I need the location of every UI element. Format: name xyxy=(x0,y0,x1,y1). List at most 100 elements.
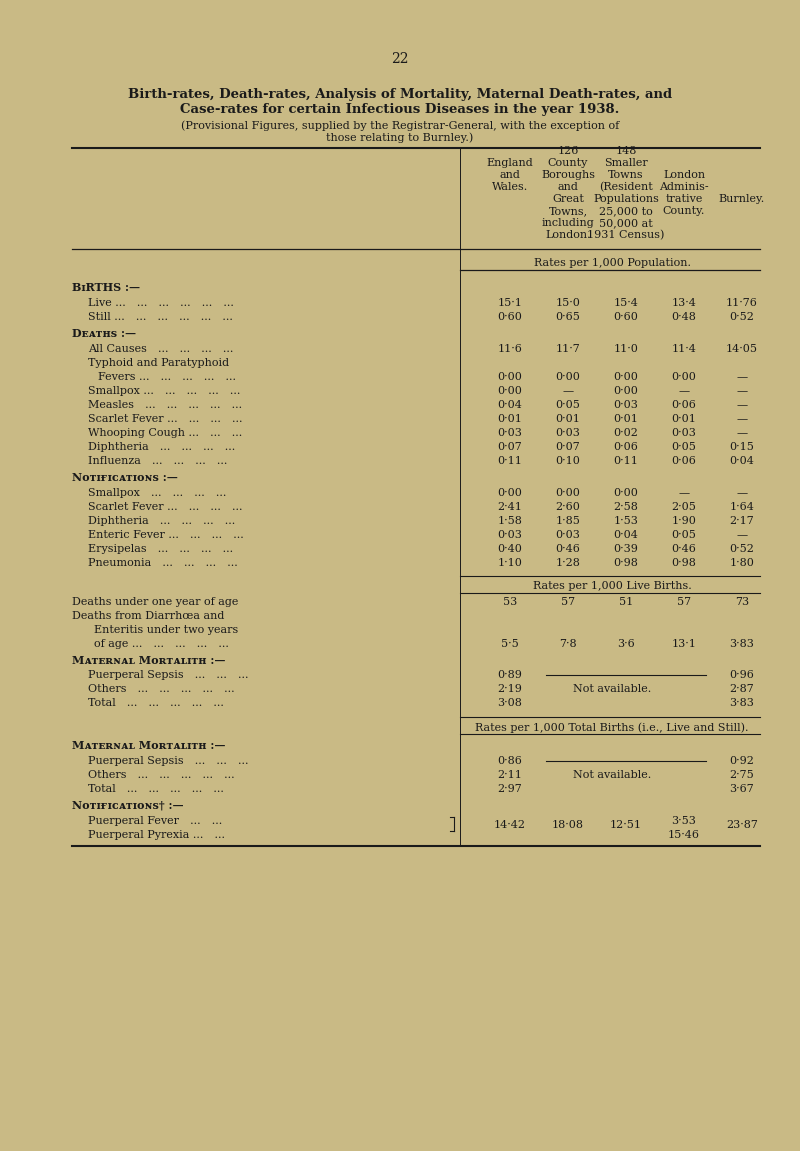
Text: 18·08: 18·08 xyxy=(552,820,584,830)
Text: 0·00: 0·00 xyxy=(614,488,638,498)
Text: Mᴀᴛᴇʀɴᴀʟ Mᴏʀᴛᴀʟɪᴛʜ :—: Mᴀᴛᴇʀɴᴀʟ Mᴏʀᴛᴀʟɪᴛʜ :— xyxy=(72,740,226,750)
Text: Towns: Towns xyxy=(608,170,644,180)
Text: Adminis-: Adminis- xyxy=(659,182,709,192)
Text: Towns,: Towns, xyxy=(549,206,587,216)
Text: 15·46: 15·46 xyxy=(668,830,700,840)
Text: 5·5: 5·5 xyxy=(501,639,519,649)
Text: (Provisional Figures, supplied by the Registrar-General, with the exception of: (Provisional Figures, supplied by the Re… xyxy=(181,120,619,130)
Text: Birth-rates, Death-rates, Analysis of Mortality, Maternal Death-rates, and: Birth-rates, Death-rates, Analysis of Mo… xyxy=(128,87,672,101)
Text: Measles ... ... ... ... ...: Measles ... ... ... ... ... xyxy=(88,401,242,410)
Text: 0·05: 0·05 xyxy=(555,401,581,410)
Text: Deaths from Diarrhœa and: Deaths from Diarrhœa and xyxy=(72,611,224,622)
Text: 1931 Census): 1931 Census) xyxy=(587,230,665,241)
Text: Fevers ... ... ... ... ...: Fevers ... ... ... ... ... xyxy=(98,372,236,382)
Text: Rates per 1,000 Total Births (i.e., Live and Still).: Rates per 1,000 Total Births (i.e., Live… xyxy=(475,722,749,732)
Text: Case-rates for certain Infectious Diseases in the year 1938.: Case-rates for certain Infectious Diseas… xyxy=(180,102,620,116)
Text: Puerperal Pyrexia ... ...: Puerperal Pyrexia ... ... xyxy=(88,830,225,840)
Text: 0·39: 0·39 xyxy=(614,544,638,554)
Text: 0·06: 0·06 xyxy=(614,442,638,452)
Text: Smallpox ... ... ... ... ...: Smallpox ... ... ... ... ... xyxy=(88,386,240,396)
Text: 0·03: 0·03 xyxy=(498,428,522,439)
Text: 0·07: 0·07 xyxy=(498,442,522,452)
Text: 3·83: 3·83 xyxy=(730,698,754,708)
Text: 15·0: 15·0 xyxy=(555,298,581,308)
Text: 0·00: 0·00 xyxy=(614,386,638,396)
Text: 0·03: 0·03 xyxy=(614,401,638,410)
Text: 0·03: 0·03 xyxy=(555,529,581,540)
Text: London: London xyxy=(663,170,705,180)
Text: Others ... ... ... ... ...: Others ... ... ... ... ... xyxy=(88,684,234,694)
Text: 2·05: 2·05 xyxy=(671,502,697,512)
Text: 0·05: 0·05 xyxy=(671,442,697,452)
Text: 57: 57 xyxy=(677,597,691,607)
Text: 0·89: 0·89 xyxy=(498,670,522,680)
Text: Whooping Cough ... ... ...: Whooping Cough ... ... ... xyxy=(88,428,242,439)
Text: 3·6: 3·6 xyxy=(617,639,635,649)
Text: 2·41: 2·41 xyxy=(498,502,522,512)
Text: 14·42: 14·42 xyxy=(494,820,526,830)
Text: Not available.: Not available. xyxy=(573,684,651,694)
Text: 13·4: 13·4 xyxy=(671,298,697,308)
Text: Influenza ... ... ... ...: Influenza ... ... ... ... xyxy=(88,456,227,466)
Text: 0·05: 0·05 xyxy=(671,529,697,540)
Text: 0·65: 0·65 xyxy=(555,312,581,322)
Text: 1·53: 1·53 xyxy=(614,516,638,526)
Text: 1·85: 1·85 xyxy=(555,516,581,526)
Text: —: — xyxy=(737,488,747,498)
Text: Puerperal Sepsis ... ... ...: Puerperal Sepsis ... ... ... xyxy=(88,756,249,767)
Text: and: and xyxy=(499,170,521,180)
Text: 3·67: 3·67 xyxy=(730,784,754,794)
Text: 0·15: 0·15 xyxy=(730,442,754,452)
Text: 2·87: 2·87 xyxy=(730,684,754,694)
Text: 0·86: 0·86 xyxy=(498,756,522,767)
Text: 0·92: 0·92 xyxy=(730,756,754,767)
Text: All Causes ... ... ... ...: All Causes ... ... ... ... xyxy=(88,344,234,355)
Text: Enteritis under two years: Enteritis under two years xyxy=(94,625,238,635)
Text: 0·02: 0·02 xyxy=(614,428,638,439)
Text: Scarlet Fever ... ... ... ...: Scarlet Fever ... ... ... ... xyxy=(88,414,242,424)
Text: Rates per 1,000 Population.: Rates per 1,000 Population. xyxy=(534,258,690,268)
Text: 11·7: 11·7 xyxy=(556,344,580,355)
Text: Diphtheria ... ... ... ...: Diphtheria ... ... ... ... xyxy=(88,442,235,452)
Text: Puerperal Fever ... ...: Puerperal Fever ... ... xyxy=(88,816,222,826)
Text: 3·53: 3·53 xyxy=(671,816,697,826)
Text: 0·00: 0·00 xyxy=(614,372,638,382)
Text: 12·51: 12·51 xyxy=(610,820,642,830)
Text: London.: London. xyxy=(545,230,591,241)
Text: 0·52: 0·52 xyxy=(730,312,754,322)
Text: 2·75: 2·75 xyxy=(730,770,754,780)
Text: —: — xyxy=(737,529,747,540)
Text: 57: 57 xyxy=(561,597,575,607)
Text: County.: County. xyxy=(663,206,705,216)
Text: Nᴏᴛɪғɪᴄᴀᴛɪᴏɴѕ :—: Nᴏᴛɪғɪᴄᴀᴛɪᴏɴѕ :— xyxy=(72,472,178,483)
Text: 0·01: 0·01 xyxy=(614,414,638,424)
Text: 7·8: 7·8 xyxy=(559,639,577,649)
Text: 0·60: 0·60 xyxy=(614,312,638,322)
Text: BɪRTHS :—: BɪRTHS :— xyxy=(72,282,140,294)
Text: 0·11: 0·11 xyxy=(498,456,522,466)
Text: Wales.: Wales. xyxy=(492,182,528,192)
Text: 148: 148 xyxy=(615,146,637,157)
Text: 0·01: 0·01 xyxy=(671,414,697,424)
Text: 0·04: 0·04 xyxy=(498,401,522,410)
Text: 1·58: 1·58 xyxy=(498,516,522,526)
Text: Pneumonia ... ... ... ...: Pneumonia ... ... ... ... xyxy=(88,558,238,567)
Text: 0·96: 0·96 xyxy=(730,670,754,680)
Text: 0·00: 0·00 xyxy=(498,372,522,382)
Text: Smallpox ... ... ... ...: Smallpox ... ... ... ... xyxy=(88,488,226,498)
Text: 0·06: 0·06 xyxy=(671,456,697,466)
Text: 0·46: 0·46 xyxy=(555,544,581,554)
Text: 50,000 at: 50,000 at xyxy=(599,218,653,228)
Text: —: — xyxy=(737,414,747,424)
Text: 0·07: 0·07 xyxy=(556,442,580,452)
Text: 1·10: 1·10 xyxy=(498,558,522,567)
Text: and: and xyxy=(558,182,578,192)
Text: 0·04: 0·04 xyxy=(730,456,754,466)
Text: —: — xyxy=(737,372,747,382)
Text: 15·1: 15·1 xyxy=(498,298,522,308)
Text: Deaths under one year of age: Deaths under one year of age xyxy=(72,597,238,607)
Text: those relating to Burnley.): those relating to Burnley.) xyxy=(326,132,474,143)
Text: (Resident: (Resident xyxy=(599,182,653,192)
Text: 14·05: 14·05 xyxy=(726,344,758,355)
Text: 2·17: 2·17 xyxy=(730,516,754,526)
